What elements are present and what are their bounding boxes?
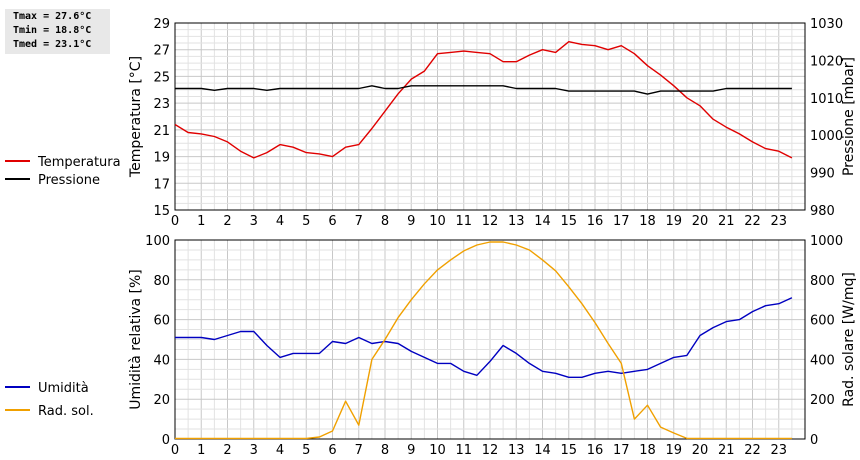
y-right-tick-label: 980 [810, 204, 835, 219]
x-tick-label: 0 [171, 443, 179, 458]
series-line-1-1 [174, 41, 793, 159]
x-tick-label: 16 [587, 443, 604, 458]
x-tick-label: 14 [534, 214, 551, 229]
chart-panel-2: 0 1 2 3 4 5 6 7 8 9 10 11 12 13 14 15 16 17 18 19 20 21 22 2302… [5, 234, 857, 458]
y-right-tick-label: 1020 [810, 54, 843, 69]
series-line-2-1 [175, 297, 793, 378]
x-tick-label: 23 [770, 214, 787, 229]
x-tick-label: 3 [250, 443, 258, 458]
x-tick-label: 2 [223, 443, 231, 458]
y-right-tick-label: 600 [810, 314, 835, 329]
tmax-text: Tmax = 27.6°C [13, 11, 92, 22]
stats-box: Tmax = 27.6°C Tmin = 18.8°C Tmed = 23.1°… [5, 9, 110, 54]
series-line-2-2 [175, 241, 792, 440]
x-tick-label: 20 [692, 443, 709, 458]
legend-label: Rad. sol. [38, 404, 94, 419]
y-right-tick-label: 0 [810, 433, 818, 448]
x-tick-label: 11 [455, 443, 472, 458]
x-tick-label: 1 [197, 443, 205, 458]
chart-panel-1: 0 1 2 3 4 5 6 7 8 9 10 11 12 13 14 15 16 17 18 19 20 21 22 2315… [5, 17, 857, 229]
y-right-tick-label: 990 [810, 167, 835, 182]
x-tick-label: 10 [429, 443, 446, 458]
y-left-tick-label: 21 [153, 124, 170, 139]
x-tick-label: 20 [692, 214, 709, 229]
y-left-tick-label: 15 [153, 204, 170, 219]
x-tick-label: 19 [665, 214, 682, 229]
x-tick-label: 3 [250, 214, 258, 229]
y-left-tick-label: 29 [153, 17, 170, 32]
y-right-tick-label: 400 [810, 353, 835, 368]
x-tick-label: 22 [744, 214, 761, 229]
x-tick-label: 15 [560, 214, 577, 229]
x-tick-label: 18 [639, 214, 656, 229]
x-tick-label: 4 [276, 214, 284, 229]
y-right-tick-label: 1030 [810, 17, 843, 32]
x-tick-label: 9 [407, 443, 415, 458]
y-left-tick-label: 20 [153, 393, 170, 408]
y-left-tick-label: 100 [145, 234, 170, 249]
y-right-tick-label: 1000 [810, 129, 843, 144]
y-left-tick-label: 80 [153, 274, 170, 289]
x-tick-label: 17 [613, 443, 630, 458]
tmin-text: Tmin = 18.8°C [13, 25, 92, 36]
legend-label: Temperatura [37, 155, 121, 170]
x-tick-label: 5 [302, 443, 310, 458]
x-tick-label: 8 [381, 214, 389, 229]
legend-label: Umidità [38, 381, 89, 396]
plot-frame [174, 22, 806, 211]
x-tick-label: 13 [508, 443, 525, 458]
y-left-tick-label: 23 [153, 97, 170, 112]
y-right-axis-label: Pressione [mbar] [841, 57, 857, 176]
x-tick-label: 8 [381, 443, 389, 458]
x-tick-label: 21 [718, 443, 735, 458]
x-tick-label: 7 [355, 214, 363, 229]
x-tick-label: 12 [482, 214, 499, 229]
y-left-tick-label: 17 [153, 177, 170, 192]
x-tick-label: 15 [560, 443, 577, 458]
x-tick-label: 19 [665, 443, 682, 458]
x-tick-label: 7 [355, 443, 363, 458]
x-tick-label: 18 [639, 443, 656, 458]
x-tick-label: 23 [770, 443, 787, 458]
y-left-tick-label: 25 [153, 70, 170, 85]
y-left-tick-label: 40 [153, 353, 170, 368]
y-right-tick-label: 800 [810, 274, 835, 289]
x-tick-label: 0 [171, 214, 179, 229]
y-left-tick-label: 0 [162, 433, 170, 448]
x-tick-label: 2 [223, 214, 231, 229]
y-right-tick-label: 1000 [810, 234, 843, 249]
y-right-axis-label: Rad. solare [W/mq] [841, 272, 857, 407]
y-left-tick-label: 19 [153, 151, 170, 166]
x-tick-label: 1 [197, 214, 205, 229]
x-tick-label: 22 [744, 443, 761, 458]
x-tick-label: 16 [587, 214, 604, 229]
y-left-tick-label: 27 [153, 44, 170, 59]
x-tick-label: 5 [302, 214, 310, 229]
x-tick-label: 6 [328, 214, 336, 229]
legend-label: Pressione [38, 173, 100, 188]
x-tick-label: 12 [482, 443, 499, 458]
y-left-axis-label: Temperatura [°C] [128, 56, 144, 178]
x-tick-label: 10 [429, 214, 446, 229]
x-tick-label: 13 [508, 214, 525, 229]
x-tick-label: 14 [534, 443, 551, 458]
x-tick-label: 9 [407, 214, 415, 229]
x-tick-label: 4 [276, 443, 284, 458]
x-tick-label: 21 [718, 214, 735, 229]
tmed-text: Tmed = 23.1°C [13, 39, 92, 50]
x-tick-label: 17 [613, 214, 630, 229]
y-left-axis-label: Umidità relativa [%] [128, 269, 144, 410]
plot-frame [174, 239, 806, 440]
y-right-tick-label: 200 [810, 393, 835, 408]
x-tick-label: 11 [455, 214, 472, 229]
x-tick-label: 6 [328, 443, 336, 458]
series-line-1-2 [175, 85, 792, 95]
y-left-tick-label: 60 [153, 314, 170, 329]
y-right-tick-label: 1010 [810, 92, 843, 107]
